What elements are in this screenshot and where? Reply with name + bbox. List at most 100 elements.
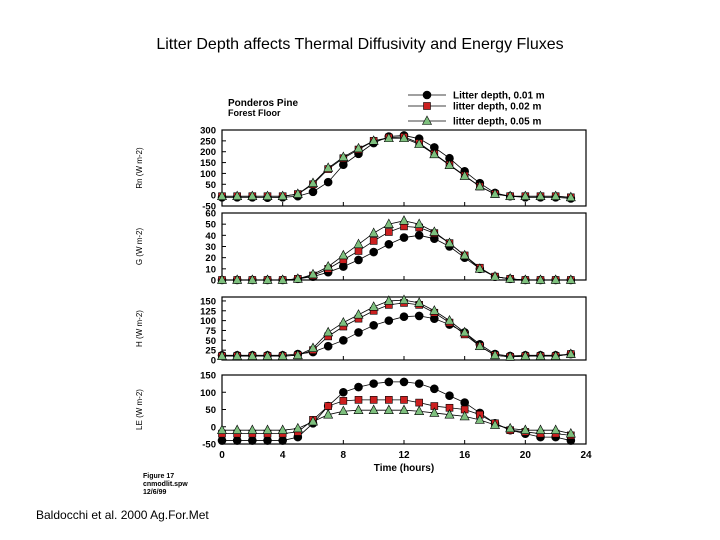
data-point xyxy=(323,162,334,172)
data-point xyxy=(429,305,440,315)
data-point xyxy=(308,187,318,197)
data-point xyxy=(384,377,394,387)
y-tick-label: 100 xyxy=(200,169,216,180)
data-point xyxy=(354,396,363,404)
data-point xyxy=(323,260,334,271)
data-point xyxy=(292,188,303,198)
y-tick-label: 50 xyxy=(205,405,216,416)
data-point xyxy=(399,215,409,225)
data-point xyxy=(369,247,378,257)
data-point xyxy=(217,274,227,284)
series-line xyxy=(222,136,571,198)
data-point xyxy=(323,409,334,419)
data-point xyxy=(444,237,455,247)
data-point xyxy=(354,328,363,337)
data-point xyxy=(247,350,258,360)
data-point xyxy=(339,336,348,345)
panel-4: -50 0 50 100 150 LE (W m-2) xyxy=(135,371,587,451)
data-point xyxy=(323,341,333,351)
data-point xyxy=(459,326,470,337)
data-point xyxy=(520,350,531,360)
data-point xyxy=(262,274,273,284)
data-point xyxy=(535,424,546,435)
y-tick-label: 50 xyxy=(205,180,216,191)
x-tick-label: 16 xyxy=(459,450,471,461)
data-point xyxy=(505,351,516,361)
y-axis-label: LE (W m-2) xyxy=(135,389,144,430)
data-point xyxy=(353,404,364,414)
data-point xyxy=(323,177,333,187)
data-point xyxy=(247,424,258,435)
figure-caption-line-1: Figure 17 xyxy=(143,473,174,480)
x-tick-label: 24 xyxy=(580,450,592,461)
figure-caption-line-2: cnmodlit.spw xyxy=(143,481,188,488)
data-point xyxy=(399,132,409,143)
data-point xyxy=(217,436,227,445)
data-point xyxy=(474,340,485,351)
y-tick-label: 10 xyxy=(205,264,216,275)
data-point xyxy=(399,312,409,321)
data-point xyxy=(338,316,349,327)
legend-entry-2: litter depth, 0.02 m xyxy=(408,102,541,113)
data-point xyxy=(353,142,364,153)
data-point xyxy=(247,274,258,284)
data-point xyxy=(460,398,469,407)
data-point xyxy=(308,268,318,279)
data-point xyxy=(490,188,500,198)
data-point xyxy=(277,350,288,360)
x-tick-label: 4 xyxy=(280,450,286,461)
series-line xyxy=(222,220,571,281)
data-point xyxy=(565,274,576,284)
figure-caption-line-3: 12/6/99 xyxy=(143,489,166,496)
data-point xyxy=(399,233,409,242)
data-point xyxy=(383,132,394,143)
legend-label: Litter depth, 0.01 m xyxy=(453,91,545,102)
data-point xyxy=(399,404,409,414)
data-point xyxy=(383,404,394,414)
data-point xyxy=(550,274,561,284)
data-point xyxy=(414,218,425,228)
data-point xyxy=(520,424,531,435)
data-point xyxy=(369,237,378,245)
data-point xyxy=(217,350,227,360)
x-tick-label: 12 xyxy=(398,450,410,461)
y-tick-label: 25 xyxy=(205,346,216,357)
data-point xyxy=(323,326,334,337)
data-point xyxy=(262,190,273,201)
y-tick-label: 100 xyxy=(200,388,216,399)
x-tick-label: 8 xyxy=(341,450,347,461)
data-point xyxy=(368,135,379,145)
data-point xyxy=(474,263,485,273)
data-point xyxy=(444,409,455,419)
data-point xyxy=(414,379,424,388)
data-point xyxy=(338,151,349,161)
data-point xyxy=(339,262,348,271)
series-1 xyxy=(217,377,576,445)
data-point xyxy=(535,190,546,201)
data-point xyxy=(385,396,393,404)
data-point xyxy=(490,419,500,429)
data-point xyxy=(415,398,423,407)
data-point xyxy=(308,342,318,352)
data-point xyxy=(535,274,546,284)
data-point xyxy=(338,405,349,416)
data-point xyxy=(217,424,227,435)
data-point xyxy=(368,227,379,237)
data-point xyxy=(384,239,394,249)
series-3 xyxy=(217,404,576,438)
data-point xyxy=(474,414,485,424)
y-tick-label: 150 xyxy=(200,158,216,169)
data-point xyxy=(505,273,516,283)
data-point xyxy=(262,424,273,435)
y-tick-label: 50 xyxy=(205,336,216,347)
series-line xyxy=(222,137,571,198)
y-tick-label: 0 xyxy=(211,191,216,202)
data-point xyxy=(414,311,424,321)
series-line xyxy=(222,135,571,199)
data-point xyxy=(550,190,561,201)
legend-label: litter depth, 0.02 m xyxy=(453,102,541,113)
data-point xyxy=(277,424,288,435)
legend-marker xyxy=(422,115,432,125)
data-point xyxy=(505,190,516,201)
